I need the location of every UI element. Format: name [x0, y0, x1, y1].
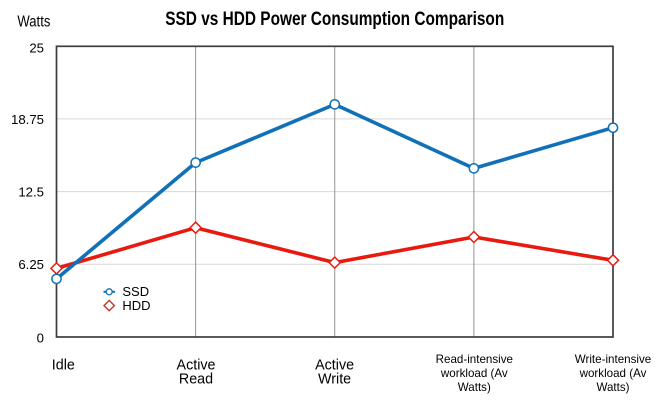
svg-text:Watts): Watts): [458, 381, 491, 394]
svg-text:Read: Read: [179, 372, 213, 388]
svg-text:Idle: Idle: [52, 357, 75, 373]
svg-text:workload (Av: workload (Av: [579, 367, 647, 380]
svg-text:18.75: 18.75: [11, 112, 44, 127]
svg-text:SSD vs HDD Power Consumption C: SSD vs HDD Power Consumption Comparison: [165, 9, 504, 30]
svg-text:6.25: 6.25: [18, 257, 44, 272]
svg-text:SSD: SSD: [122, 284, 149, 299]
svg-text:Write-intensive: Write-intensive: [575, 353, 651, 366]
svg-text:Watts: Watts: [17, 14, 50, 31]
svg-text:Read-intensive: Read-intensive: [436, 353, 513, 366]
svg-text:Watts): Watts): [596, 381, 629, 394]
svg-text:12.5: 12.5: [18, 185, 44, 200]
svg-text:HDD: HDD: [122, 298, 150, 313]
svg-text:Active: Active: [315, 357, 354, 373]
svg-text:0: 0: [37, 330, 44, 345]
svg-text:Write: Write: [318, 372, 351, 388]
svg-text:25: 25: [29, 40, 44, 55]
svg-text:workload (Av: workload (Av: [440, 367, 508, 380]
svg-text:Active: Active: [177, 357, 216, 373]
